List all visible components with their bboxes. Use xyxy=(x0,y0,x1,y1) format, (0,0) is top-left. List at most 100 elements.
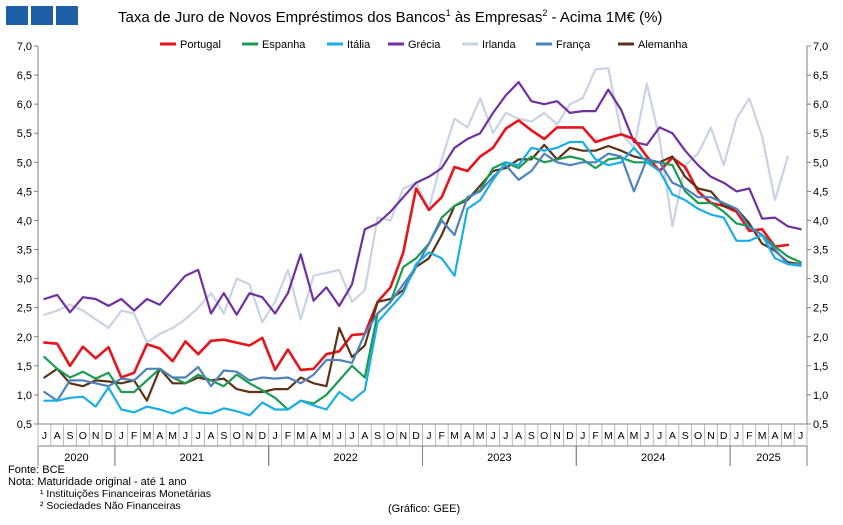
year-label: 2023 xyxy=(487,452,511,464)
series-line-frança xyxy=(43,152,802,402)
y-tick-label-right: 2,5 xyxy=(813,303,828,315)
y-tick-label-left: 5,5 xyxy=(17,128,32,140)
y-tick-label-right: 5,5 xyxy=(813,128,828,140)
x-tick-label: S xyxy=(682,430,689,442)
x-tick-label: M xyxy=(604,430,613,442)
y-tick-label-left: 2,5 xyxy=(17,303,32,315)
x-tick-label: F xyxy=(746,430,752,442)
y-tick-label-left: 3,0 xyxy=(17,274,32,286)
x-tick-label: A xyxy=(464,430,471,442)
x-tick-label: F xyxy=(439,430,445,442)
year-label: 2022 xyxy=(333,452,357,464)
legend-item: Itália xyxy=(327,39,371,51)
x-tick-label: A xyxy=(669,430,676,442)
y-tick-label-left: 0,5 xyxy=(17,419,32,431)
legend-item: Grécia xyxy=(388,39,441,51)
year-label: 2020 xyxy=(64,452,88,464)
x-tick-label: F xyxy=(131,430,137,442)
logo xyxy=(6,6,78,25)
y-tick-label-right: 7,0 xyxy=(813,41,828,53)
y-tick-label-left: 5,0 xyxy=(17,157,32,169)
x-tick-label: J xyxy=(196,430,201,442)
x-tick-label: S xyxy=(528,430,535,442)
x-tick-label: J xyxy=(657,430,662,442)
x-tick-label: N xyxy=(92,430,100,442)
x-tick-label: A xyxy=(156,430,163,442)
x-tick-label: M xyxy=(758,430,767,442)
legend-item: Espanha xyxy=(242,39,306,51)
y-tick-label-left: 2,0 xyxy=(17,332,32,344)
legend-label: França xyxy=(556,39,591,51)
footnote-1: ¹ Instituições Financeiras Monetárias xyxy=(40,488,211,500)
series-line-grécia xyxy=(43,81,802,316)
x-tick-label: M xyxy=(783,430,792,442)
series-line-portugal xyxy=(43,119,790,379)
x-tick-label: S xyxy=(67,430,74,442)
legend-label: Grécia xyxy=(408,39,441,51)
x-tick-label: A xyxy=(618,430,625,442)
legend-label: Portugal xyxy=(180,39,221,51)
x-tick-label: M xyxy=(450,430,459,442)
y-tick-label-right: 6,5 xyxy=(813,70,828,82)
x-tick-label: J xyxy=(119,430,124,442)
legend-label: Espanha xyxy=(262,39,306,51)
y-tick-label-left: 3,5 xyxy=(17,245,32,257)
x-tick-label: D xyxy=(720,430,728,442)
footnote-2: ² Sociedades Não Financeiras xyxy=(40,500,181,512)
x-tick-label: J xyxy=(644,430,649,442)
x-tick-label: M xyxy=(476,430,485,442)
y-tick-label-right: 1,0 xyxy=(813,390,828,402)
source-text: Fonte: BCE xyxy=(8,464,65,476)
x-tick-label: N xyxy=(399,430,407,442)
x-tick-label: A xyxy=(310,430,317,442)
y-tick-label-right: 0,5 xyxy=(813,419,828,431)
y-tick-label-right: 3,5 xyxy=(813,245,828,257)
y-tick-label-right: 5,0 xyxy=(813,157,828,169)
year-label: 2024 xyxy=(641,452,665,464)
logo-block-1 xyxy=(6,6,28,25)
x-tick-label: M xyxy=(296,430,305,442)
legend-item: Portugal xyxy=(160,39,221,51)
legend-label: Irlanda xyxy=(482,39,517,51)
title-mid: às Empresas xyxy=(450,9,543,26)
y-tick-label-left: 6,0 xyxy=(17,99,32,111)
chart-credit: (Gráfico: GEE) xyxy=(388,503,461,515)
y-tick-label-right: 3,0 xyxy=(813,274,828,286)
legend-label: Alemanha xyxy=(638,39,688,51)
title-sup-1: 1 xyxy=(445,8,451,18)
footer-notes: Fonte: BCE Nota: Maturidade original - a… xyxy=(8,464,211,512)
y-tick-label-left: 1,0 xyxy=(17,390,32,402)
x-tick-label: D xyxy=(105,430,113,442)
series-line-itália xyxy=(43,140,802,417)
legend-item: Irlanda xyxy=(462,39,517,51)
x-tick-label: N xyxy=(707,430,715,442)
x-tick-label: D xyxy=(566,430,574,442)
title-tail: - Acima 1M€ (%) xyxy=(547,9,663,26)
logo-block-3 xyxy=(56,6,78,25)
x-tick-label: J xyxy=(503,430,508,442)
x-tick-label: N xyxy=(553,430,561,442)
x-tick-label: J xyxy=(798,430,803,442)
y-tick-label-right: 2,0 xyxy=(813,332,828,344)
x-tick-label: J xyxy=(580,430,585,442)
series-line-irlanda xyxy=(43,67,789,344)
x-tick-label: O xyxy=(233,430,241,442)
y-tick-label-right: 6,0 xyxy=(813,99,828,111)
x-tick-label: A xyxy=(208,430,215,442)
x-tick-label: D xyxy=(412,430,420,442)
x-tick-label: J xyxy=(349,430,354,442)
title-text: Taxa de Juro de Novos Empréstimos dos Ba… xyxy=(118,9,446,26)
x-tick-label: O xyxy=(694,430,702,442)
title-sup-2: 2 xyxy=(542,8,548,18)
x-tick-label: J xyxy=(42,430,47,442)
year-label: 2025 xyxy=(756,452,780,464)
x-tick-label: M xyxy=(322,430,331,442)
legend-item: França xyxy=(536,39,591,51)
y-tick-label-right: 1,5 xyxy=(813,361,828,373)
x-tick-label: A xyxy=(515,430,522,442)
x-tick-label: J xyxy=(734,430,739,442)
legend-label: Itália xyxy=(347,39,371,51)
x-tick-label: S xyxy=(374,430,381,442)
y-tick-label-left: 6,5 xyxy=(17,70,32,82)
y-tick-label-left: 7,0 xyxy=(17,41,32,53)
